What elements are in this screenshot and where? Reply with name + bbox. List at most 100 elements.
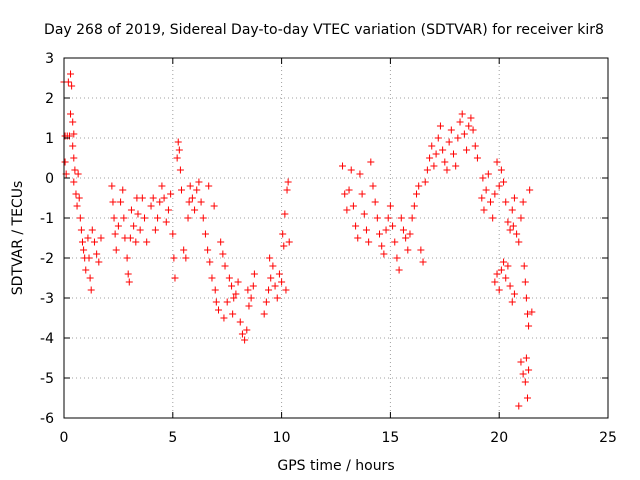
data-point xyxy=(173,154,181,162)
data-point xyxy=(120,214,128,222)
y-tick-label: 3 xyxy=(45,51,54,67)
data-point xyxy=(393,254,401,262)
data-point xyxy=(109,198,117,206)
data-point xyxy=(260,310,268,318)
data-point xyxy=(70,178,78,186)
x-tick-label: 25 xyxy=(599,430,617,446)
data-point xyxy=(197,198,205,206)
y-axis-label: SDTVAR / TECUs xyxy=(10,181,26,296)
data-point xyxy=(283,186,291,194)
data-point xyxy=(232,290,240,298)
data-point xyxy=(176,166,184,174)
data-point xyxy=(526,186,534,194)
data-point xyxy=(467,114,475,122)
data-point xyxy=(443,166,451,174)
data-point xyxy=(138,194,146,202)
data-point xyxy=(389,222,397,230)
data-point xyxy=(241,336,249,344)
data-point xyxy=(419,258,427,266)
data-point xyxy=(491,278,499,286)
data-point xyxy=(124,270,132,278)
data-point xyxy=(151,226,159,234)
data-point xyxy=(125,278,133,286)
data-point xyxy=(149,194,157,202)
data-point xyxy=(452,162,460,170)
data-point xyxy=(371,198,379,206)
data-point xyxy=(126,234,134,242)
data-point xyxy=(495,182,503,190)
data-point xyxy=(178,186,186,194)
data-point xyxy=(341,190,349,198)
data-point xyxy=(408,214,416,222)
y-tick-label: -3 xyxy=(40,291,54,307)
data-point xyxy=(528,308,536,316)
data-point xyxy=(497,166,505,174)
data-point xyxy=(130,222,138,230)
data-point xyxy=(508,298,516,306)
data-point xyxy=(208,274,216,282)
data-point xyxy=(478,194,486,202)
data-point xyxy=(460,130,468,138)
data-point xyxy=(174,138,182,146)
data-point xyxy=(376,230,384,238)
data-point xyxy=(279,230,287,238)
data-point xyxy=(184,214,192,222)
data-point xyxy=(482,186,490,194)
data-point xyxy=(397,214,405,222)
data-point xyxy=(510,290,518,298)
data-point xyxy=(185,198,193,206)
data-point xyxy=(271,282,279,290)
data-point xyxy=(230,294,238,302)
data-point xyxy=(506,282,514,290)
data-point xyxy=(74,170,82,178)
data-point xyxy=(266,254,274,262)
data-point xyxy=(500,258,508,266)
data-point xyxy=(523,394,531,402)
data-point xyxy=(447,126,455,134)
data-point xyxy=(119,186,127,194)
data-point xyxy=(395,266,403,274)
data-point xyxy=(506,226,514,234)
data-point xyxy=(186,182,194,190)
data-point xyxy=(415,182,423,190)
data-point xyxy=(141,214,149,222)
y-tick-label: 1 xyxy=(45,131,54,147)
data-point xyxy=(85,254,93,262)
data-point xyxy=(445,138,453,146)
data-point xyxy=(517,358,525,366)
data-point xyxy=(68,82,76,90)
data-point xyxy=(386,202,394,210)
data-point xyxy=(236,318,244,326)
data-point xyxy=(391,238,399,246)
data-point xyxy=(243,326,251,334)
data-point xyxy=(217,238,225,246)
data-point xyxy=(211,286,219,294)
data-point xyxy=(229,310,237,318)
data-point xyxy=(234,278,242,286)
x-tick-labels: 0 5 10 15 20 25 xyxy=(60,430,617,446)
data-point xyxy=(112,246,120,254)
data-point xyxy=(519,198,527,206)
data-point xyxy=(77,226,85,234)
data-point xyxy=(182,254,190,262)
data-point xyxy=(132,238,140,246)
data-point xyxy=(205,182,213,190)
data-point xyxy=(95,258,103,266)
data-point xyxy=(114,222,122,230)
axis-ticks xyxy=(63,57,609,419)
data-point xyxy=(97,234,105,242)
data-point xyxy=(71,166,79,174)
data-point xyxy=(410,202,418,210)
x-axis-label: GPS time / hours xyxy=(277,458,394,474)
data-point xyxy=(238,330,246,338)
data-point xyxy=(164,206,172,214)
data-point xyxy=(108,182,116,190)
data-point xyxy=(469,126,477,134)
data-point xyxy=(522,354,530,362)
data-point xyxy=(265,286,273,294)
plot-frame xyxy=(63,57,609,419)
data-point xyxy=(188,194,196,202)
data-point xyxy=(225,274,233,282)
data-point xyxy=(123,254,131,262)
data-point xyxy=(510,194,518,202)
